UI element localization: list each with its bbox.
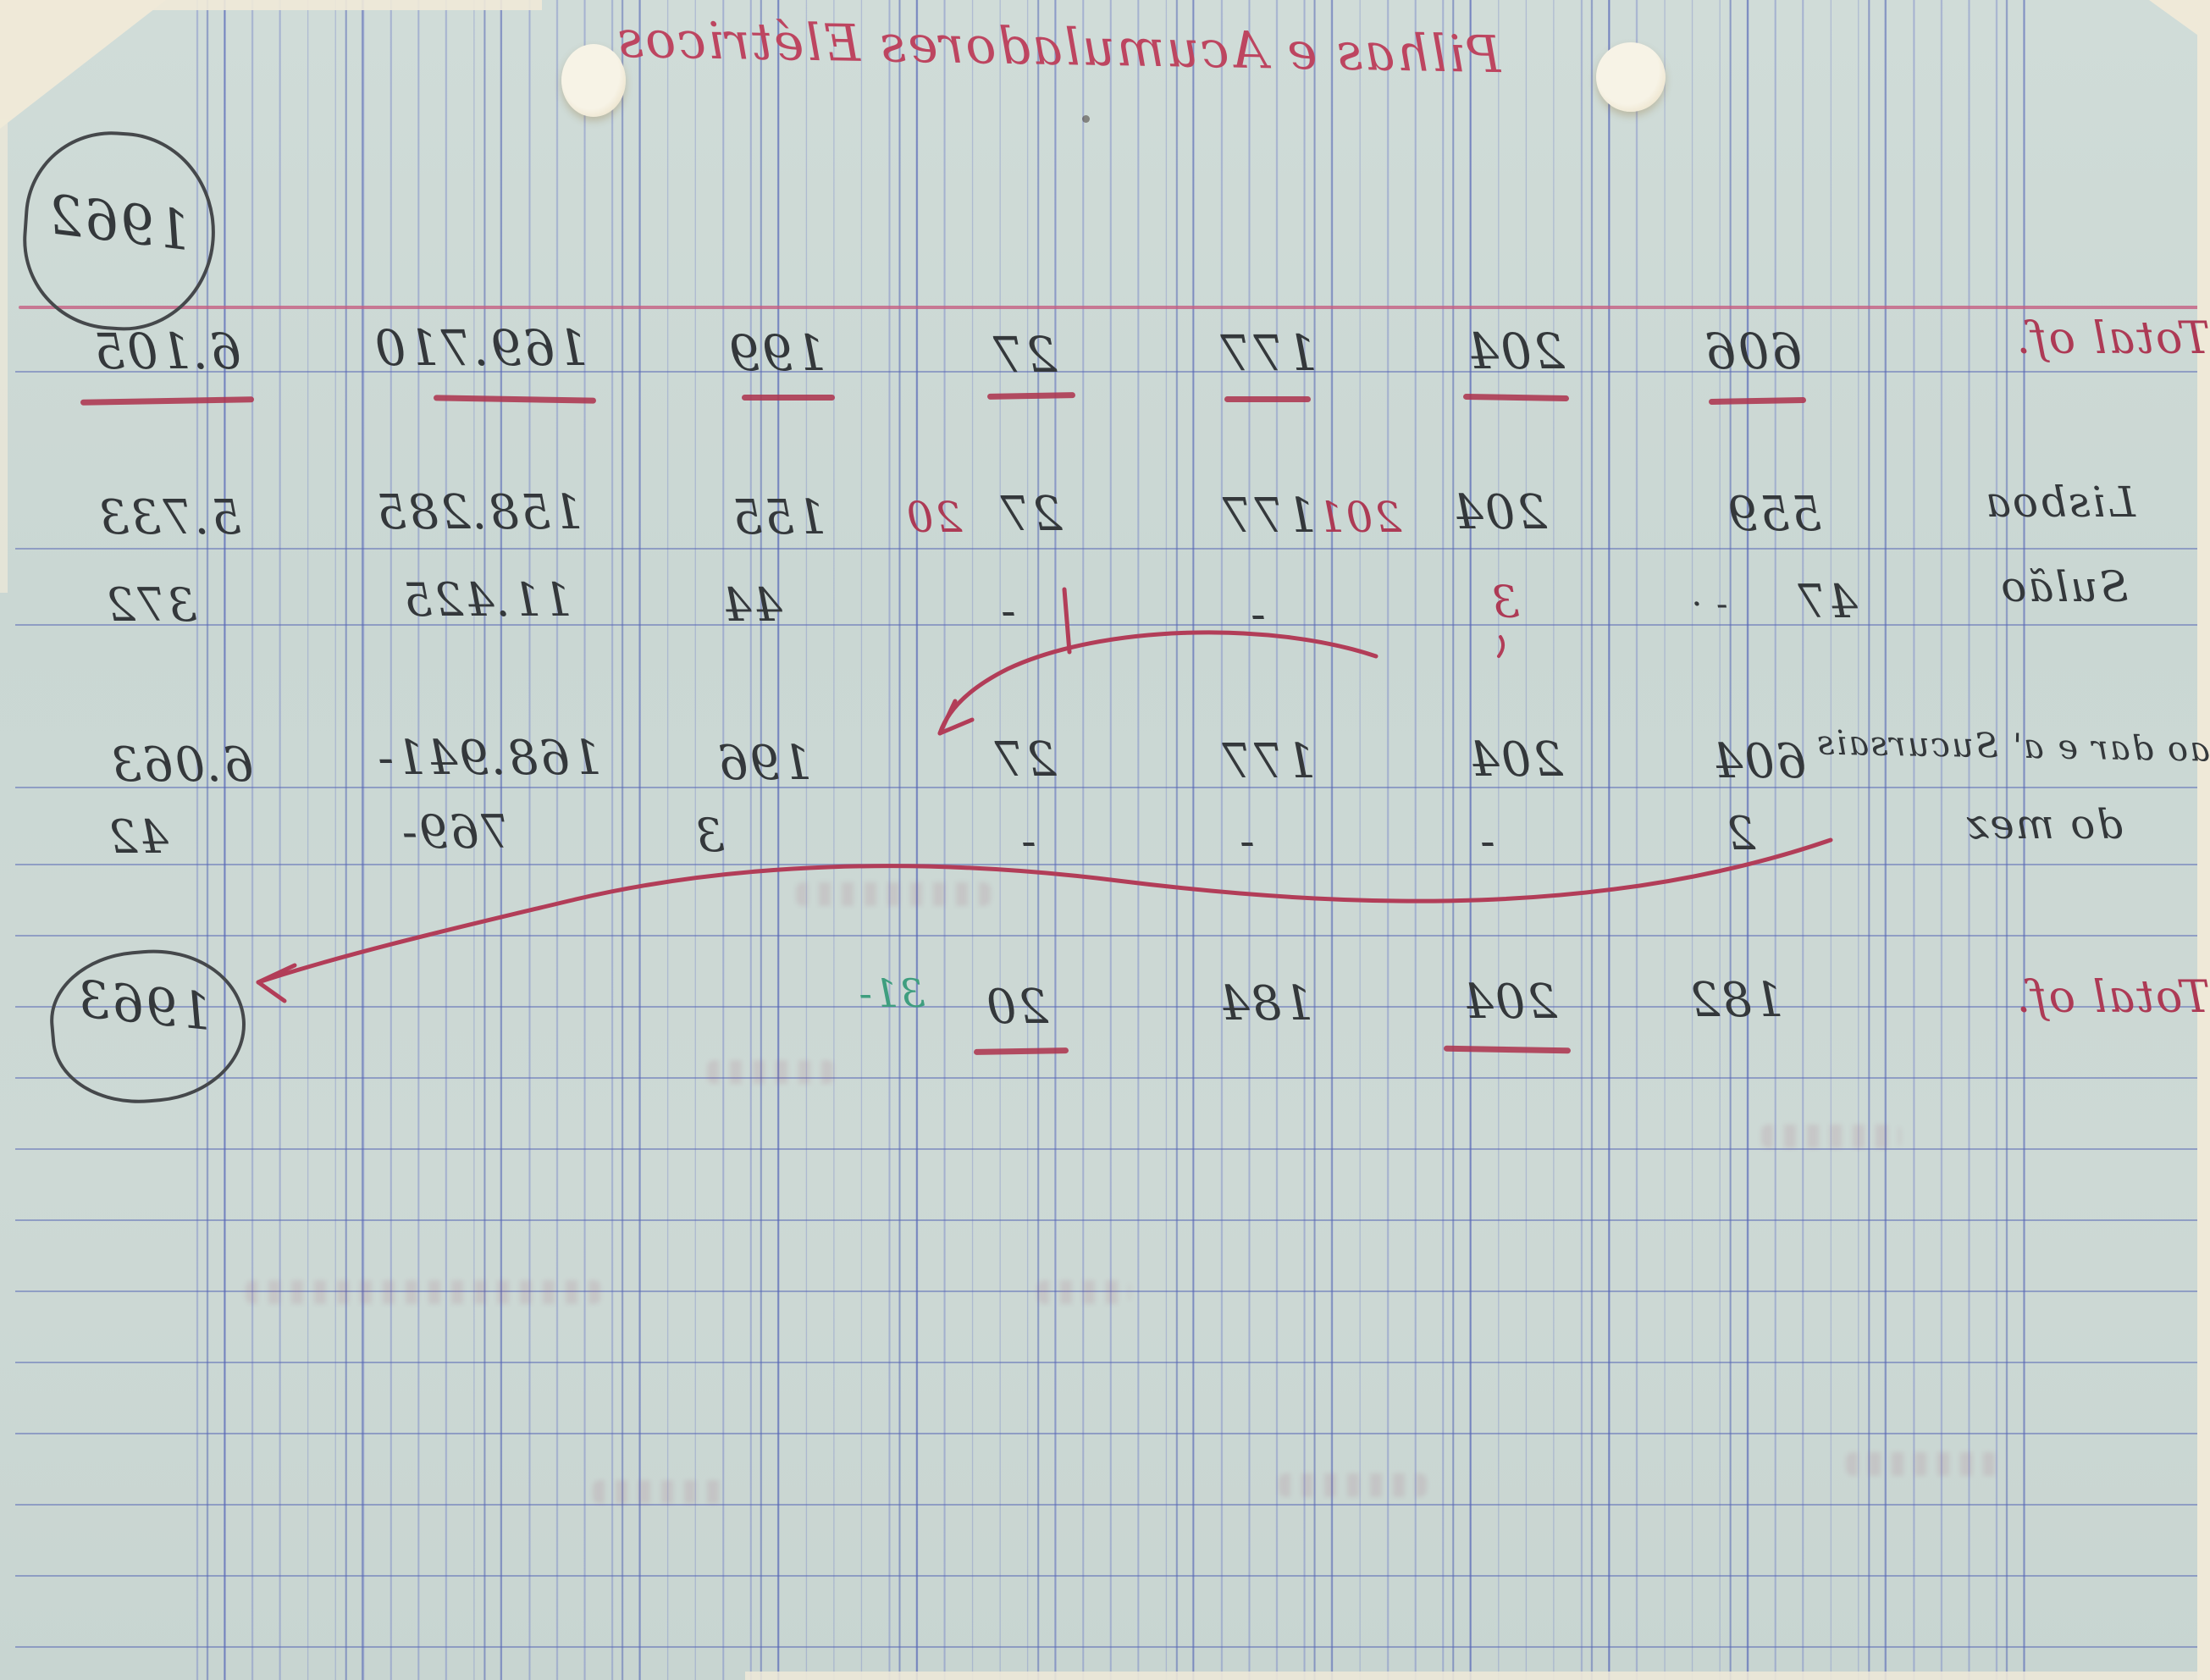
cell-mez-c5: 3 bbox=[693, 809, 725, 862]
bleedthrough-mark bbox=[1761, 1125, 1901, 1148]
cell-sucursais-c7: 6.063 bbox=[109, 738, 254, 793]
cell-sul-c5: 44 bbox=[721, 578, 782, 632]
cell-mez-c4: - bbox=[1019, 816, 1036, 867]
horizontal-ruling-lower bbox=[15, 864, 2200, 1660]
red-comma bbox=[1497, 635, 1505, 658]
cell-mez-c1: 2 bbox=[1724, 807, 1756, 860]
bleedthrough-mark bbox=[246, 1280, 601, 1304]
cell-sucursais-c4: 27 bbox=[992, 732, 1057, 788]
cell-total1963-c4b: 31- bbox=[857, 970, 925, 1016]
red-underline bbox=[1224, 396, 1311, 402]
cell-lisboa-c4: 27 bbox=[998, 487, 1063, 542]
red-tick bbox=[1062, 587, 1072, 655]
cell-total1963-c2: 204 bbox=[1461, 975, 1557, 1030]
paper-edge-left bbox=[0, 119, 8, 593]
cell-sul-c3: - bbox=[1249, 589, 1266, 640]
cell-mez-c2: - bbox=[1478, 816, 1495, 867]
cell-mez-c7: 42 bbox=[107, 810, 169, 864]
cell-total1962-c4: 27 bbox=[991, 326, 1058, 384]
row-mez-label: do mez bbox=[1964, 801, 2123, 848]
bleedthrough-mark bbox=[1037, 1280, 1130, 1304]
row-sul-label: Sulão bbox=[1999, 562, 2129, 611]
red-underline bbox=[1708, 396, 1807, 406]
cell-total1962-c2: 204 bbox=[1466, 323, 1565, 380]
cell-lisboa-c5: 155 bbox=[731, 490, 826, 545]
cell-lisboa-c2-red: 201 bbox=[1315, 493, 1402, 542]
horizontal-rule bbox=[15, 787, 2200, 788]
cell-total1963-c3: 184 bbox=[1218, 976, 1313, 1031]
cell-total1962-c1: 606 bbox=[1703, 323, 1803, 380]
ink-dot bbox=[1082, 115, 1090, 123]
cell-sucursais-c6: 168.941- bbox=[376, 731, 602, 786]
cell-total1963-c1: 182 bbox=[1688, 973, 1784, 1028]
page-title: Pilhas e Acumuladores Elétricos bbox=[615, 9, 1502, 86]
cell-sul-c7: 372 bbox=[104, 578, 197, 632]
cell-total1962-c5: 199 bbox=[727, 324, 826, 382]
cell-mez-c6: 769- bbox=[400, 805, 511, 859]
punch-hole-left bbox=[561, 44, 626, 117]
cell-sucursais-c3: 177 bbox=[1220, 734, 1316, 789]
bleedthrough-mark bbox=[593, 1480, 724, 1504]
cell-sul-c6: 11.425 bbox=[401, 573, 572, 627]
bleedthrough-mark bbox=[796, 882, 991, 906]
bleedthrough-mark bbox=[1279, 1473, 1427, 1497]
cell-sucursais-c2: 204 bbox=[1467, 732, 1563, 788]
cell-lisboa-c3: 177 bbox=[1220, 489, 1317, 544]
bleedthrough-mark bbox=[1846, 1452, 1998, 1476]
paper-edge-bottom bbox=[745, 1672, 2210, 1680]
cell-sul-c4: - bbox=[999, 586, 1016, 637]
horizontal-rule bbox=[15, 624, 2200, 626]
cell-lisboa-c7: 5.733 bbox=[97, 490, 242, 545]
cell-sul-c1: 47 bbox=[1796, 575, 1858, 628]
cell-sucursais-c1: 604 bbox=[1710, 734, 1807, 789]
row-total1962-label: Total of. bbox=[2014, 313, 2210, 364]
cell-total1963-c4: 20 bbox=[984, 980, 1049, 1035]
cell-lisboa-c6: 158.285 bbox=[374, 485, 583, 540]
punch-hole-right bbox=[1596, 42, 1666, 112]
cell-sucursais-c5: 196 bbox=[716, 736, 812, 791]
cell-sul-c2-red: 3 bbox=[1489, 578, 1520, 628]
red-header-rule bbox=[19, 306, 2200, 309]
horizontal-rule bbox=[15, 548, 2200, 550]
red-underline bbox=[986, 392, 1076, 400]
torn-corner-top-left bbox=[0, 0, 166, 129]
red-underline bbox=[742, 395, 835, 401]
cell-lisboa-c2: 204 bbox=[1451, 485, 1547, 540]
horizontal-rule bbox=[15, 371, 2200, 373]
cell-mez-c3: - bbox=[1238, 816, 1255, 867]
paper-edge-top bbox=[0, 0, 542, 10]
cell-total1962-c6: 169.710 bbox=[373, 319, 588, 377]
row-sucursais-label: ao dar e a' Sucursais bbox=[1815, 723, 2210, 770]
arrow-short bbox=[937, 630, 1378, 736]
row-lisboa-label: Lisboa bbox=[1984, 478, 2135, 527]
red-underline bbox=[1462, 393, 1570, 402]
cell-total1962-c3: 177 bbox=[1218, 324, 1318, 382]
arrow-short-head bbox=[937, 699, 975, 736]
row-total1963-label: Total of. bbox=[2014, 972, 2210, 1023]
bleedthrough-mark bbox=[707, 1060, 834, 1084]
paper-edge-right bbox=[2197, 0, 2210, 1680]
cell-lisboa-c1: 559 bbox=[1726, 487, 1822, 542]
cell-total1962-c7: 6.105 bbox=[91, 323, 242, 380]
red-underline bbox=[433, 395, 597, 404]
cell-sul-c1-marks: - · bbox=[1689, 585, 1728, 624]
red-underline bbox=[80, 396, 255, 406]
cell-lisboa-c4-red: 20 bbox=[904, 493, 963, 542]
